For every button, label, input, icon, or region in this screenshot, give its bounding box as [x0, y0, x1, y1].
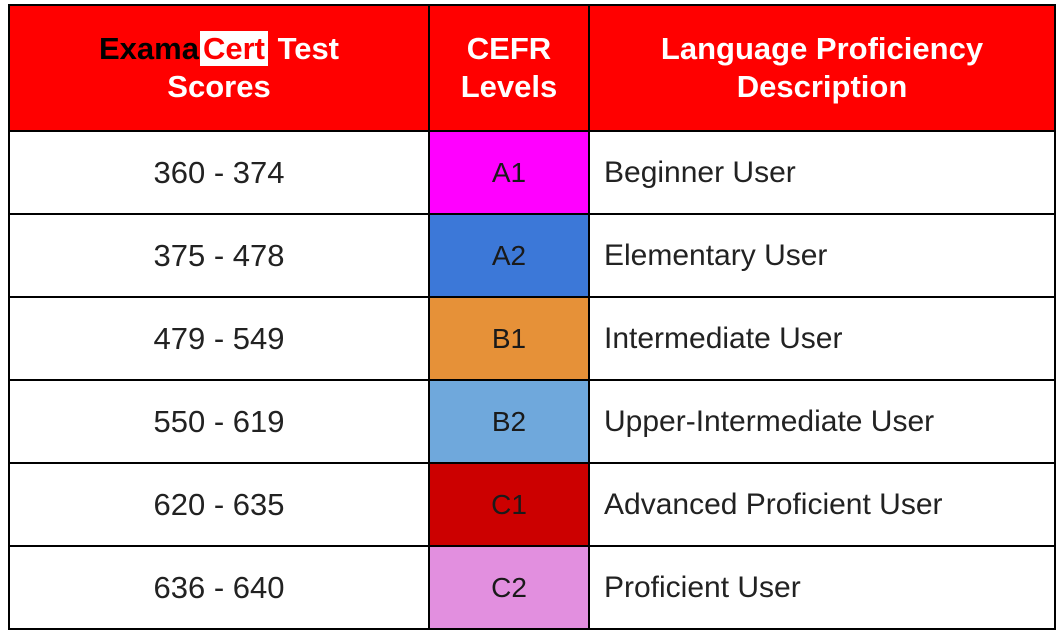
score-range-cell: 636 - 640: [8, 545, 430, 630]
description-cell: Beginner User: [588, 130, 1056, 215]
table-row: 620 - 635 C1 Advanced Proficient User: [8, 462, 1056, 547]
score-range-cell: 375 - 478: [8, 213, 430, 298]
cefr-level-cell: B1: [428, 296, 590, 381]
header-cefr-levels-line1: CEFR: [466, 31, 552, 66]
brand-name-cert: Cert: [199, 31, 268, 66]
cefr-score-table: Exama Cert Test Scores CEFR Levels Langua…: [8, 4, 1056, 630]
description-cell: Intermediate User: [588, 296, 1056, 381]
table-row: 375 - 478 A2 Elementary User: [8, 213, 1056, 298]
table-row: 550 - 619 B2 Upper-Intermediate User: [8, 379, 1056, 464]
header-test-scores-rest: Test: [268, 31, 340, 66]
header-proficiency-description-line1: Language Proficiency: [660, 31, 984, 66]
header-cefr-levels: CEFR Levels: [428, 4, 590, 132]
score-range-cell: 360 - 374: [8, 130, 430, 215]
score-range-cell: 550 - 619: [8, 379, 430, 464]
header-test-scores-line2: Scores: [167, 69, 271, 104]
brand-name-exama: Exama: [98, 31, 199, 66]
cefr-level-cell: A2: [428, 213, 590, 298]
table-header: Exama Cert Test Scores CEFR Levels Langua…: [8, 4, 1056, 132]
table-body: 360 - 374 A1 Beginner User 375 - 478 A2 …: [8, 130, 1056, 630]
cefr-level-cell: B2: [428, 379, 590, 464]
table-row: 479 - 549 B1 Intermediate User: [8, 296, 1056, 381]
cefr-level-cell: A1: [428, 130, 590, 215]
score-range-cell: 479 - 549: [8, 296, 430, 381]
cefr-level-cell: C2: [428, 545, 590, 630]
description-cell: Elementary User: [588, 213, 1056, 298]
cefr-level-cell: C1: [428, 462, 590, 547]
table-row: 360 - 374 A1 Beginner User: [8, 130, 1056, 215]
header-proficiency-description-line2: Description: [736, 69, 908, 104]
header-row: Exama Cert Test Scores CEFR Levels Langua…: [8, 4, 1056, 132]
description-cell: Upper-Intermediate User: [588, 379, 1056, 464]
description-cell: Advanced Proficient User: [588, 462, 1056, 547]
header-cefr-levels-line2: Levels: [460, 69, 558, 104]
table-row: 636 - 640 C2 Proficient User: [8, 545, 1056, 630]
description-cell: Proficient User: [588, 545, 1056, 630]
header-test-scores: Exama Cert Test Scores: [8, 4, 430, 132]
score-range-cell: 620 - 635: [8, 462, 430, 547]
header-proficiency-description: Language Proficiency Description: [588, 4, 1056, 132]
